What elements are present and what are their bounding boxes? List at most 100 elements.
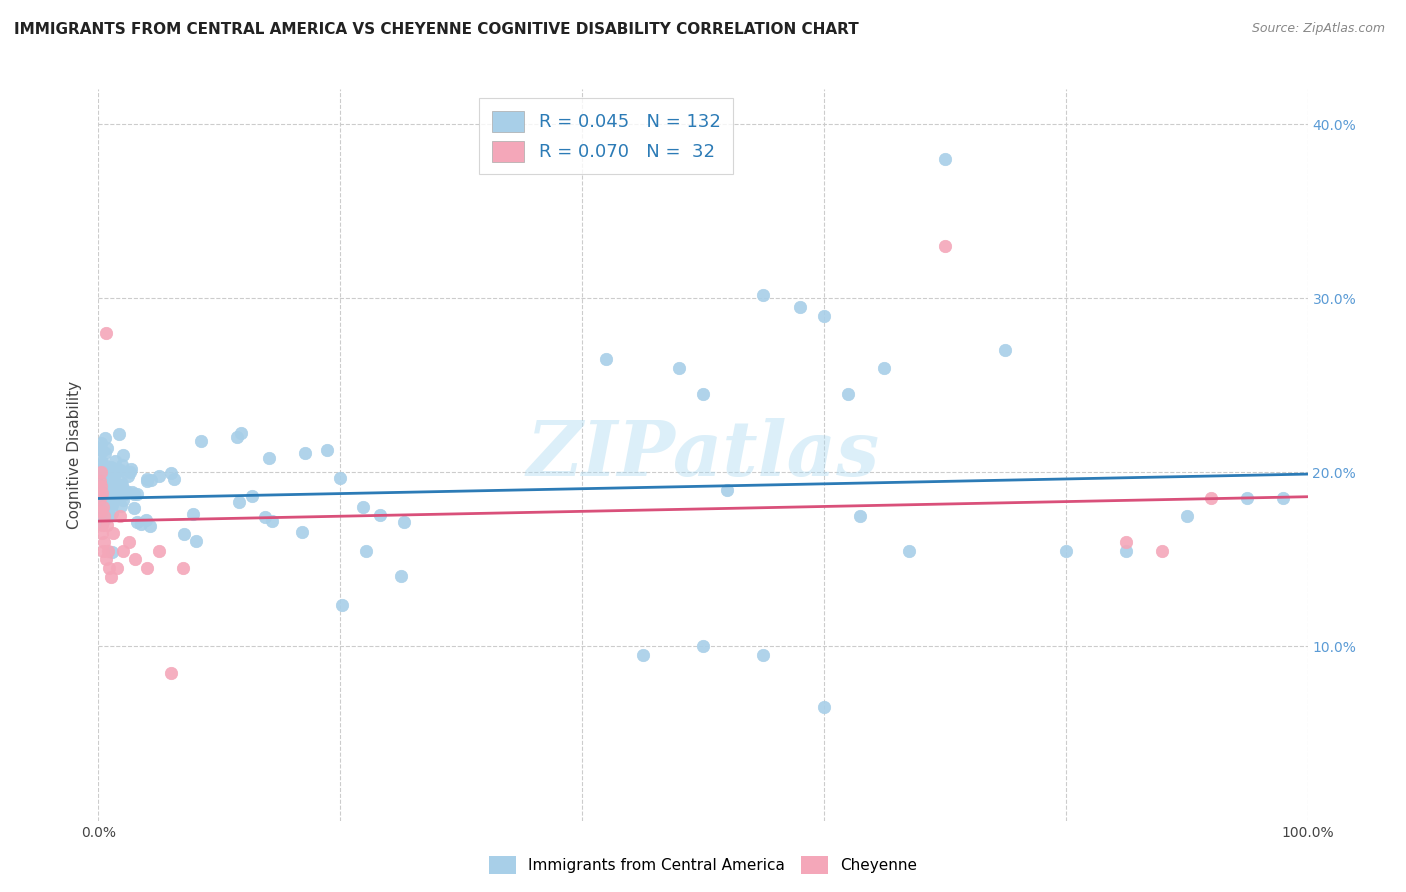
Point (225, 430, 247, 444)
Point (91, 543, 114, 558)
Point (91, 444, 114, 458)
Point (93, 475, 115, 489)
Point (111, 478, 134, 492)
Point (96, 490, 118, 504)
Point (103, 469, 125, 483)
Point (94, 506, 117, 520)
Point (105, 478, 128, 492)
Point (89, 479, 111, 493)
Point (254, 510, 277, 524)
Point (105, 463, 128, 477)
Point (94, 326, 117, 340)
Point (789, 300, 811, 314)
Point (89, 474, 111, 488)
Point (98, 488, 121, 502)
Point (1175, 508, 1198, 523)
Point (105, 483, 128, 498)
Point (91, 500, 114, 515)
Point (93, 508, 115, 523)
Point (101, 468, 124, 483)
Point (173, 527, 195, 541)
Point (90, 455, 112, 469)
Point (97, 483, 120, 498)
Point (631, 648, 654, 663)
Point (183, 508, 205, 522)
Point (124, 552, 146, 566)
Point (111, 493, 134, 508)
Point (100, 460, 122, 475)
Point (595, 352, 617, 367)
Point (105, 491, 128, 506)
Point (163, 472, 186, 486)
Point (1272, 491, 1295, 506)
Point (1199, 491, 1222, 506)
Point (111, 543, 134, 558)
Point (107, 480, 129, 494)
Point (105, 561, 128, 575)
Point (98, 508, 121, 523)
Point (190, 434, 212, 448)
Point (368, 508, 391, 522)
Point (121, 485, 143, 500)
Point (752, 287, 775, 301)
Point (98, 561, 121, 575)
Point (93, 513, 115, 527)
Point (391, 569, 413, 583)
Point (1115, 535, 1137, 549)
Point (97, 480, 120, 494)
Point (100, 463, 122, 477)
Point (89, 469, 111, 483)
Point (135, 513, 157, 527)
Point (111, 448, 134, 462)
Point (813, 700, 835, 714)
Point (260, 515, 283, 529)
Point (100, 498, 122, 512)
Point (97, 489, 120, 503)
Point (90, 435, 112, 450)
Point (90, 482, 112, 496)
Point (110, 499, 132, 513)
Point (122, 500, 145, 515)
Point (89, 442, 111, 456)
Point (1115, 543, 1137, 558)
Point (97, 489, 120, 503)
Point (91, 486, 114, 500)
Point (135, 474, 157, 488)
Point (352, 500, 374, 514)
Text: IMMIGRANTS FROM CENTRAL AMERICA VS CHEYENNE COGNITIVE DISABILITY CORRELATION CHA: IMMIGRANTS FROM CENTRAL AMERICA VS CHEYE… (14, 22, 859, 37)
Point (354, 544, 377, 558)
Point (91, 526, 114, 541)
Point (873, 360, 896, 375)
Point (160, 665, 183, 680)
Point (897, 543, 920, 558)
Point (100, 479, 122, 493)
Point (148, 469, 170, 483)
Point (97, 492, 120, 507)
Point (120, 462, 142, 476)
Point (104, 483, 127, 498)
Text: ZIPatlas: ZIPatlas (526, 418, 880, 491)
Point (107, 488, 129, 502)
Point (105, 488, 128, 502)
Point (91, 492, 114, 507)
Point (229, 426, 252, 441)
Point (135, 472, 157, 486)
Point (97, 496, 120, 510)
Point (394, 515, 416, 529)
Point (93, 488, 115, 502)
Point (111, 458, 134, 473)
Point (96, 517, 118, 532)
Point (294, 446, 316, 460)
Point (114, 483, 136, 498)
Point (148, 543, 170, 558)
Point (93, 535, 115, 549)
Point (934, 239, 956, 253)
Point (1236, 491, 1258, 506)
Point (118, 535, 141, 549)
Point (316, 443, 339, 458)
Point (103, 475, 125, 489)
Point (291, 525, 314, 540)
Point (125, 487, 148, 501)
Point (89, 442, 111, 456)
Point (122, 487, 145, 501)
